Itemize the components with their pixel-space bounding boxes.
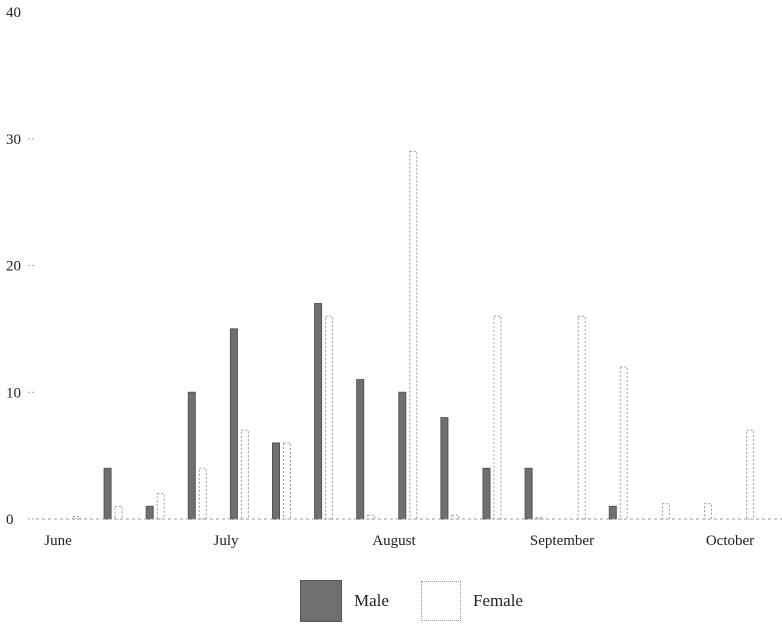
legend: Male Female	[300, 580, 543, 622]
bar-male	[524, 467, 533, 520]
bar-male	[103, 467, 112, 520]
legend-item-female: Female	[420, 581, 523, 621]
legend-swatch-male	[300, 580, 342, 622]
x-tick-label: July	[213, 533, 239, 549]
bar-female	[156, 493, 165, 520]
bar-female	[704, 503, 712, 520]
bar-male	[272, 442, 280, 520]
bar-male	[398, 391, 407, 520]
bar-female	[746, 429, 755, 520]
bar-male	[482, 467, 491, 520]
bar-female	[72, 515, 81, 520]
bar-female	[367, 514, 376, 520]
legend-label-male: Male	[354, 591, 389, 610]
y-tick-label: 20	[6, 259, 21, 275]
y-tick-label: 30	[6, 132, 21, 148]
legend-swatch-female	[420, 581, 461, 621]
x-axis: June July August September October	[44, 533, 754, 549]
bar-male	[314, 303, 323, 520]
legend-item-male: Male	[300, 580, 389, 622]
x-tick-label: June	[44, 533, 72, 549]
bar-female	[114, 505, 123, 520]
bar-male	[356, 379, 365, 520]
bar-female	[535, 517, 544, 520]
x-tick-label: September	[530, 533, 594, 549]
bar-female	[577, 315, 586, 520]
bar-female	[493, 315, 502, 520]
bar-female	[198, 467, 207, 520]
y-tick-label: 40	[6, 5, 21, 21]
y-axis: 0 10 20 30 40	[6, 5, 36, 528]
bar-male	[229, 328, 238, 520]
y-tick-label: 10	[6, 385, 21, 401]
bar-female	[619, 366, 628, 520]
bar-female	[409, 150, 418, 520]
legend-label-female: Female	[472, 591, 523, 610]
bar-female	[451, 514, 460, 520]
bars-group	[72, 150, 755, 520]
bar-male	[440, 417, 449, 520]
bar-male	[145, 505, 154, 520]
bar-male	[608, 505, 617, 520]
y-tick-label: 0	[6, 512, 14, 528]
bar-female	[325, 315, 334, 520]
x-tick-label: August	[372, 533, 416, 549]
bar-female	[661, 503, 670, 520]
bar-female	[240, 429, 249, 520]
bar-female	[283, 442, 291, 520]
x-tick-label: October	[706, 533, 754, 549]
bar-male	[187, 391, 196, 520]
